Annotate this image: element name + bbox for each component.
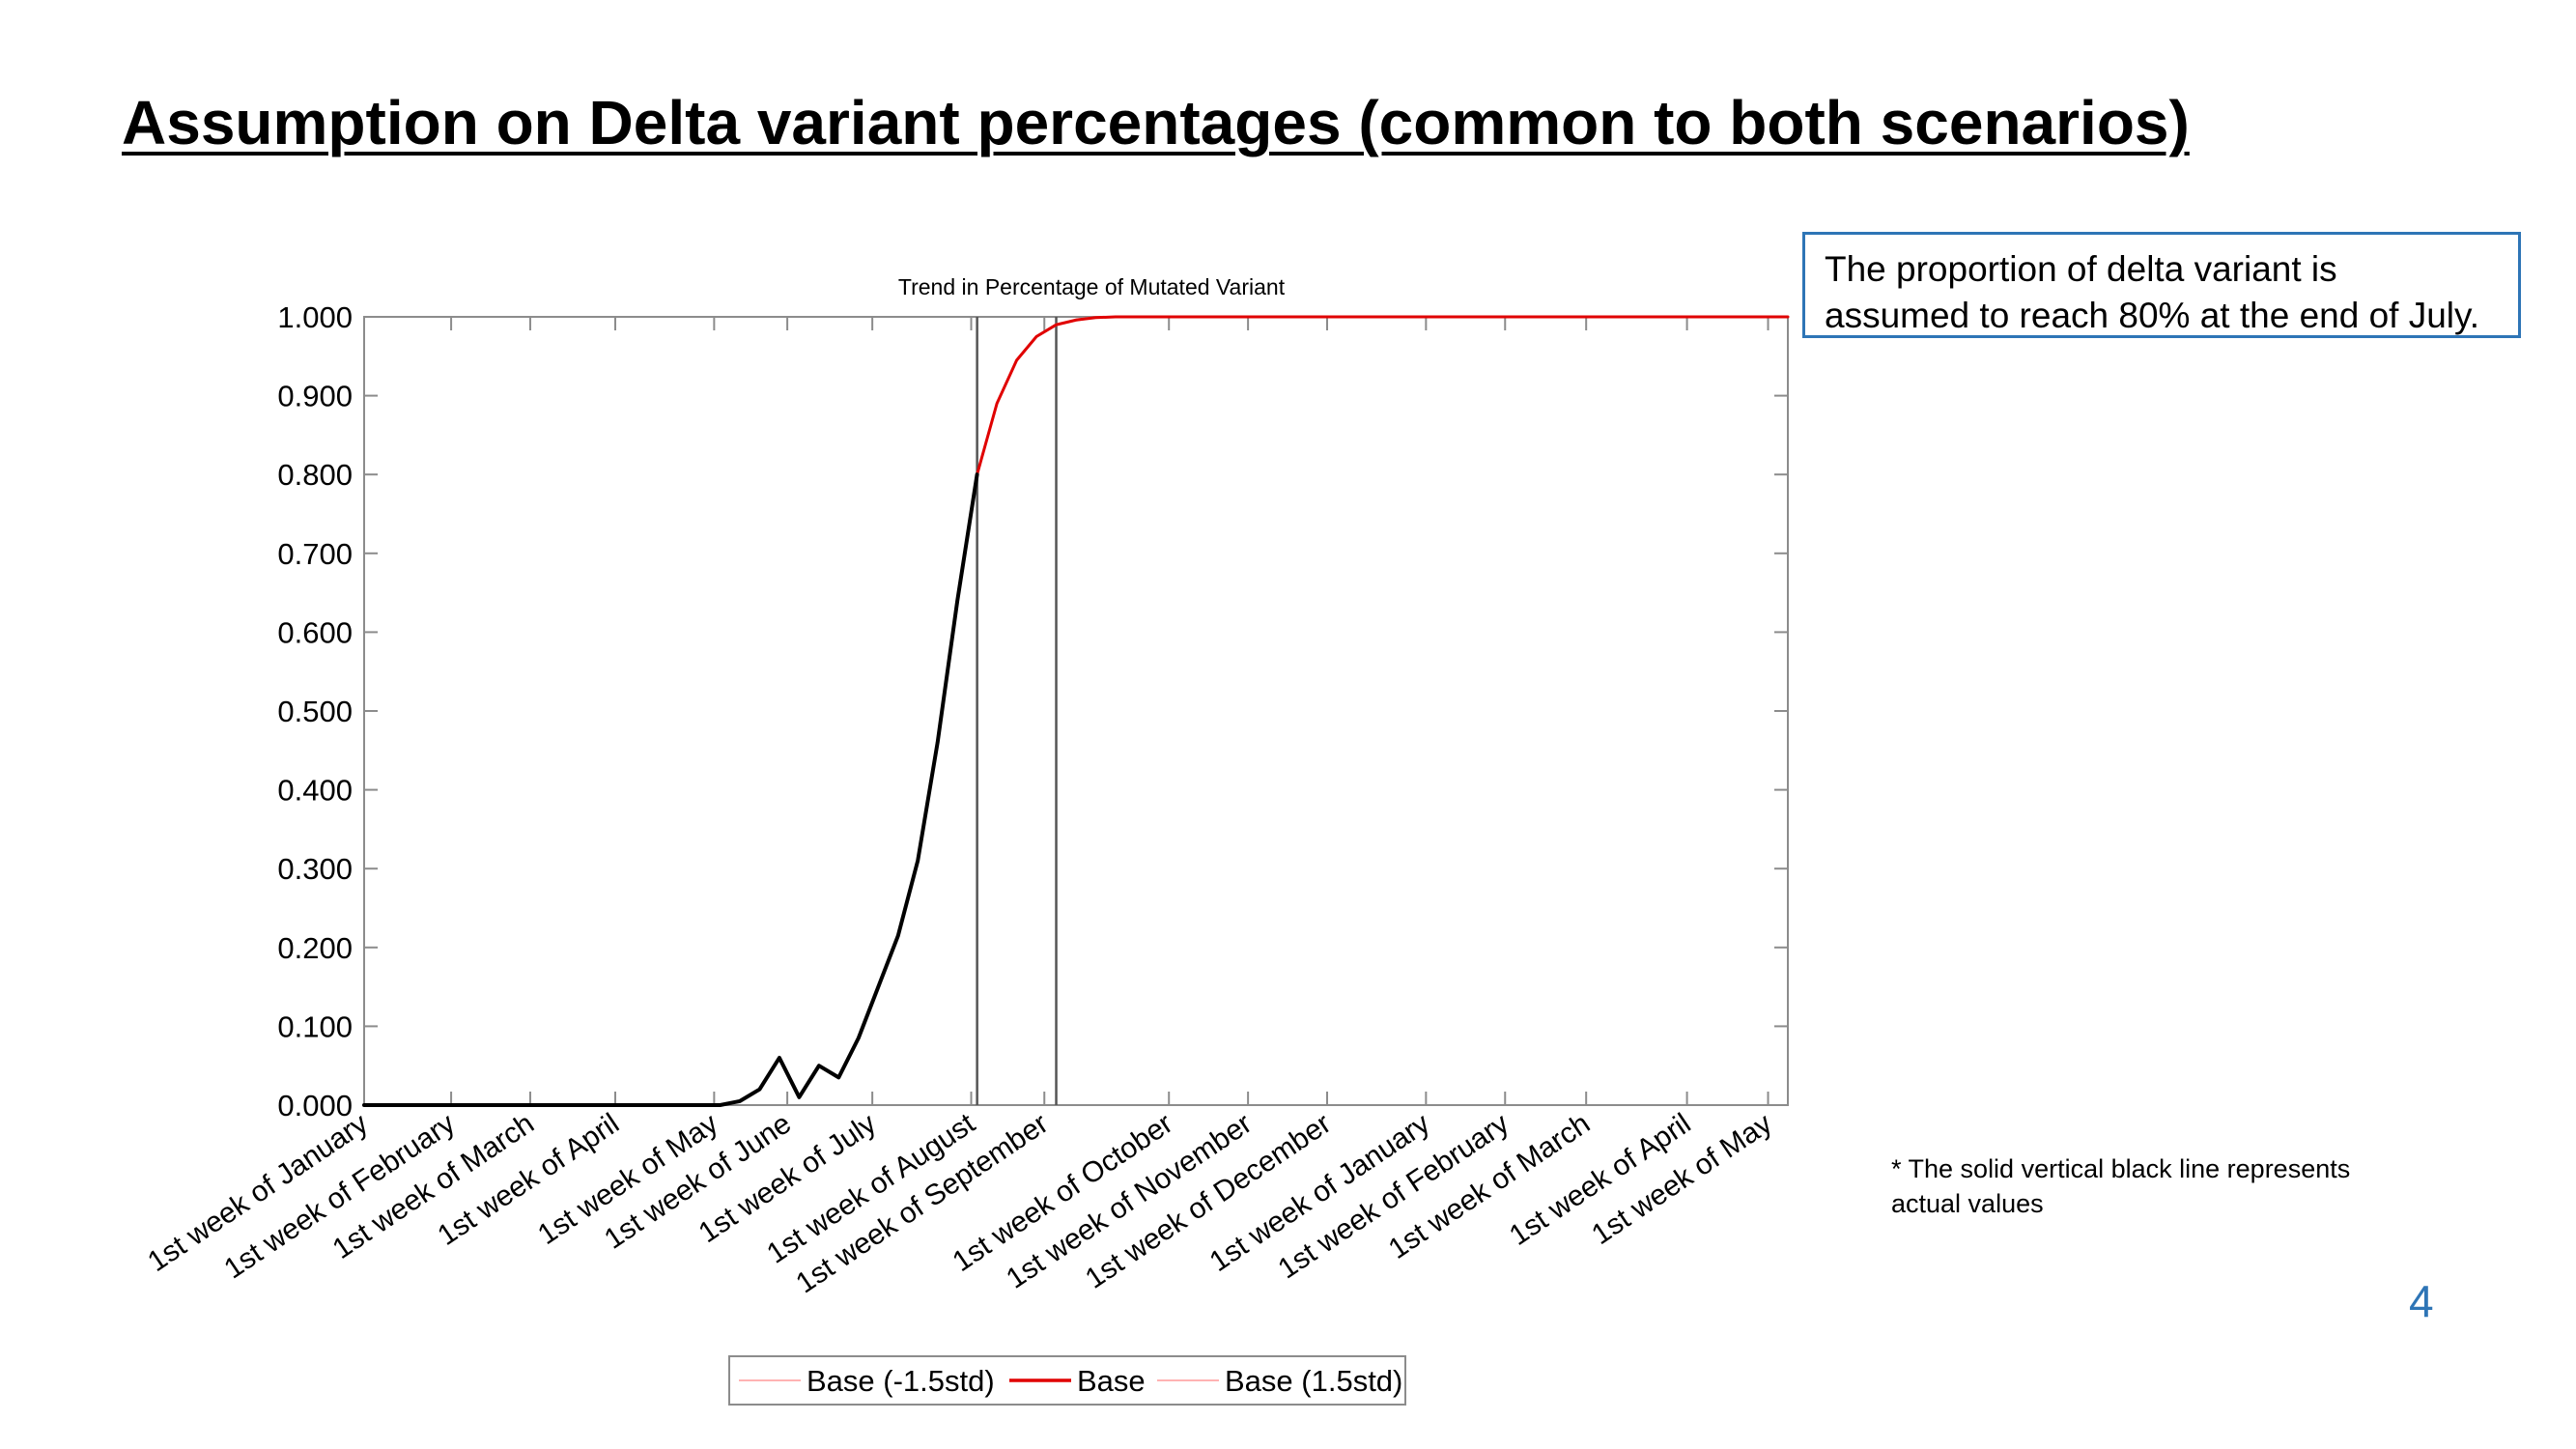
callout-line: The proportion of delta variant is: [1825, 249, 2337, 289]
y-tick-label: 0.500: [277, 695, 353, 728]
actual-value-markers: [976, 317, 1058, 1105]
footnote-line: * The solid vertical black line represen…: [1891, 1154, 2351, 1183]
series-line-base-projection: [976, 315, 1790, 476]
callout-line: assumed to reach 80% at the end of July.: [1825, 296, 2480, 335]
y-tick-label: 1.000: [277, 300, 353, 334]
footnote-line: actual values: [1891, 1189, 2044, 1218]
y-tick-label: 0.300: [277, 852, 353, 886]
series-line-base-actual: [362, 472, 979, 1107]
y-tick-label: 0.900: [277, 380, 353, 413]
chart-title: Trend in Percentage of Mutated Variant: [898, 274, 1286, 299]
y-tick-label: 0.700: [277, 537, 353, 571]
legend: Base (-1.5std) Base Base (1.5std): [728, 1355, 1406, 1406]
y-tick-label: 0.800: [277, 458, 353, 492]
y-tick-label: 0.100: [277, 1009, 353, 1043]
series-layer: [362, 315, 1790, 1107]
legend-label: Base: [1077, 1364, 1146, 1398]
series-line-base-1-5std--projection: [976, 316, 1789, 475]
y-tick-label: 0.200: [277, 931, 353, 965]
y-tick-label: 0.000: [277, 1089, 353, 1122]
legend-label: Base (-1.5std): [807, 1364, 995, 1398]
callout-box: The proportion of delta variant is assum…: [1802, 232, 2521, 338]
slide-title: Assumption on Delta variant percentages …: [122, 88, 2190, 157]
plot-area: [363, 316, 1789, 1106]
series-line-base-1-5std--projection: [976, 316, 1789, 475]
y-tick-label: 0.600: [277, 615, 353, 649]
page-number: 4: [2409, 1276, 2434, 1326]
legend-label: Base (1.5std): [1225, 1364, 1402, 1398]
y-tick-label: 0.400: [277, 774, 353, 808]
footnote: * The solid vertical black line represen…: [1891, 1151, 2350, 1221]
y-axis: 0.000 0.100 0.200 0.300 0.400 0.500 0.600 0.700…: [277, 300, 1788, 1122]
